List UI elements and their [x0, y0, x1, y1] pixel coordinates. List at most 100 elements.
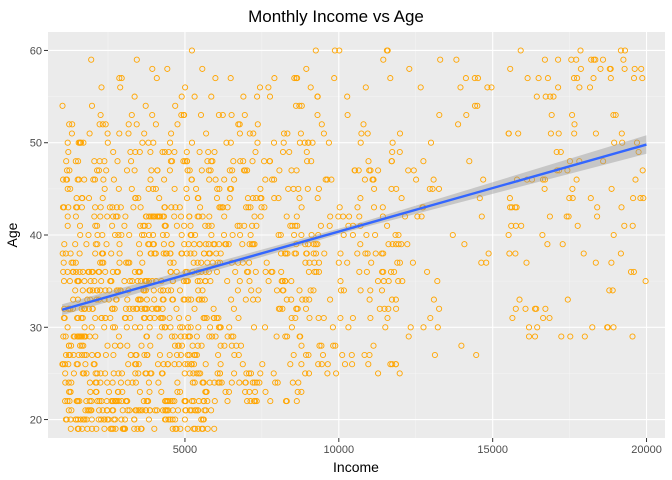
- data-point: [211, 241, 218, 248]
- data-point: [168, 204, 175, 211]
- data-point: [74, 204, 81, 211]
- data-point: [112, 416, 119, 423]
- data-point: [62, 333, 69, 340]
- data-point: [327, 296, 334, 303]
- data-point: [184, 351, 191, 359]
- data-point: [146, 213, 153, 220]
- data-point: [431, 351, 438, 359]
- data-point: [231, 176, 238, 183]
- data-point: [296, 287, 303, 294]
- data-point: [512, 250, 519, 257]
- data-point: [381, 305, 388, 312]
- data-point: [576, 84, 583, 91]
- data-point: [304, 158, 311, 165]
- data-point: [577, 47, 584, 54]
- data-point: [168, 333, 175, 340]
- data-point: [61, 241, 68, 248]
- data-point: [275, 195, 282, 202]
- data-point: [136, 250, 143, 257]
- data-point: [191, 250, 198, 257]
- data-point: [76, 222, 84, 229]
- data-point: [123, 324, 130, 331]
- data-point: [126, 259, 133, 266]
- data-point: [293, 398, 300, 405]
- data-point: [66, 351, 74, 359]
- data-point: [302, 296, 309, 303]
- data-point: [587, 195, 594, 202]
- data-point: [250, 324, 258, 331]
- data-point: [356, 268, 363, 275]
- data-point: [185, 314, 192, 322]
- data-point: [188, 398, 196, 405]
- data-point: [70, 296, 77, 303]
- data-point: [436, 305, 443, 312]
- data-point: [83, 416, 90, 423]
- data-point: [271, 176, 278, 183]
- data-point: [187, 324, 194, 331]
- data-point: [306, 314, 313, 322]
- data-point: [509, 314, 516, 322]
- data-point: [335, 213, 342, 220]
- data-point: [153, 75, 160, 82]
- data-point: [289, 222, 296, 229]
- data-point: [162, 250, 169, 257]
- data-point: [246, 130, 253, 137]
- data-point: [109, 268, 116, 275]
- data-point: [542, 93, 549, 100]
- data-point: [135, 195, 142, 202]
- data-point: [548, 111, 555, 119]
- data-point: [104, 342, 111, 349]
- data-point: [106, 287, 113, 294]
- data-point: [313, 268, 320, 275]
- data-point: [505, 231, 512, 239]
- data-point: [305, 351, 312, 359]
- data-point: [324, 361, 331, 368]
- data-point: [154, 167, 161, 174]
- data-point: [592, 259, 599, 266]
- data-point: [280, 130, 288, 137]
- data-point: [145, 398, 152, 405]
- data-point: [209, 333, 216, 340]
- data-point: [324, 176, 331, 183]
- data-point: [137, 324, 144, 331]
- data-point: [137, 278, 144, 285]
- data-point: [292, 222, 299, 229]
- data-point: [609, 287, 616, 294]
- data-point: [132, 361, 139, 368]
- data-point: [314, 195, 321, 202]
- data-point: [99, 121, 106, 128]
- data-point: [283, 398, 290, 405]
- data-point: [196, 278, 203, 285]
- data-point: [235, 121, 242, 128]
- data-point: [233, 342, 240, 349]
- data-point: [177, 324, 184, 331]
- data-point: [206, 379, 213, 386]
- data-point: [143, 351, 150, 359]
- data-point: [291, 231, 298, 239]
- data-point: [198, 342, 205, 349]
- data-point: [143, 333, 150, 340]
- data-point: [73, 268, 80, 275]
- data-point: [139, 259, 146, 266]
- data-point: [145, 222, 152, 229]
- data-point: [586, 84, 594, 91]
- data-point: [185, 296, 192, 303]
- data-point: [515, 130, 522, 137]
- data-point: [73, 398, 80, 405]
- data-point: [547, 93, 554, 100]
- data-point: [480, 176, 487, 183]
- data-point: [59, 361, 66, 368]
- data-point: [164, 287, 172, 294]
- data-point: [336, 204, 343, 211]
- data-point: [436, 111, 443, 119]
- data-point: [126, 407, 133, 414]
- data-point: [61, 314, 68, 322]
- data-point: [222, 388, 229, 395]
- data-point: [213, 250, 220, 257]
- data-point: [326, 222, 333, 229]
- data-point: [236, 130, 243, 137]
- data-point: [228, 333, 235, 340]
- data-point: [195, 287, 202, 294]
- data-point: [169, 416, 176, 423]
- data-point: [101, 185, 108, 192]
